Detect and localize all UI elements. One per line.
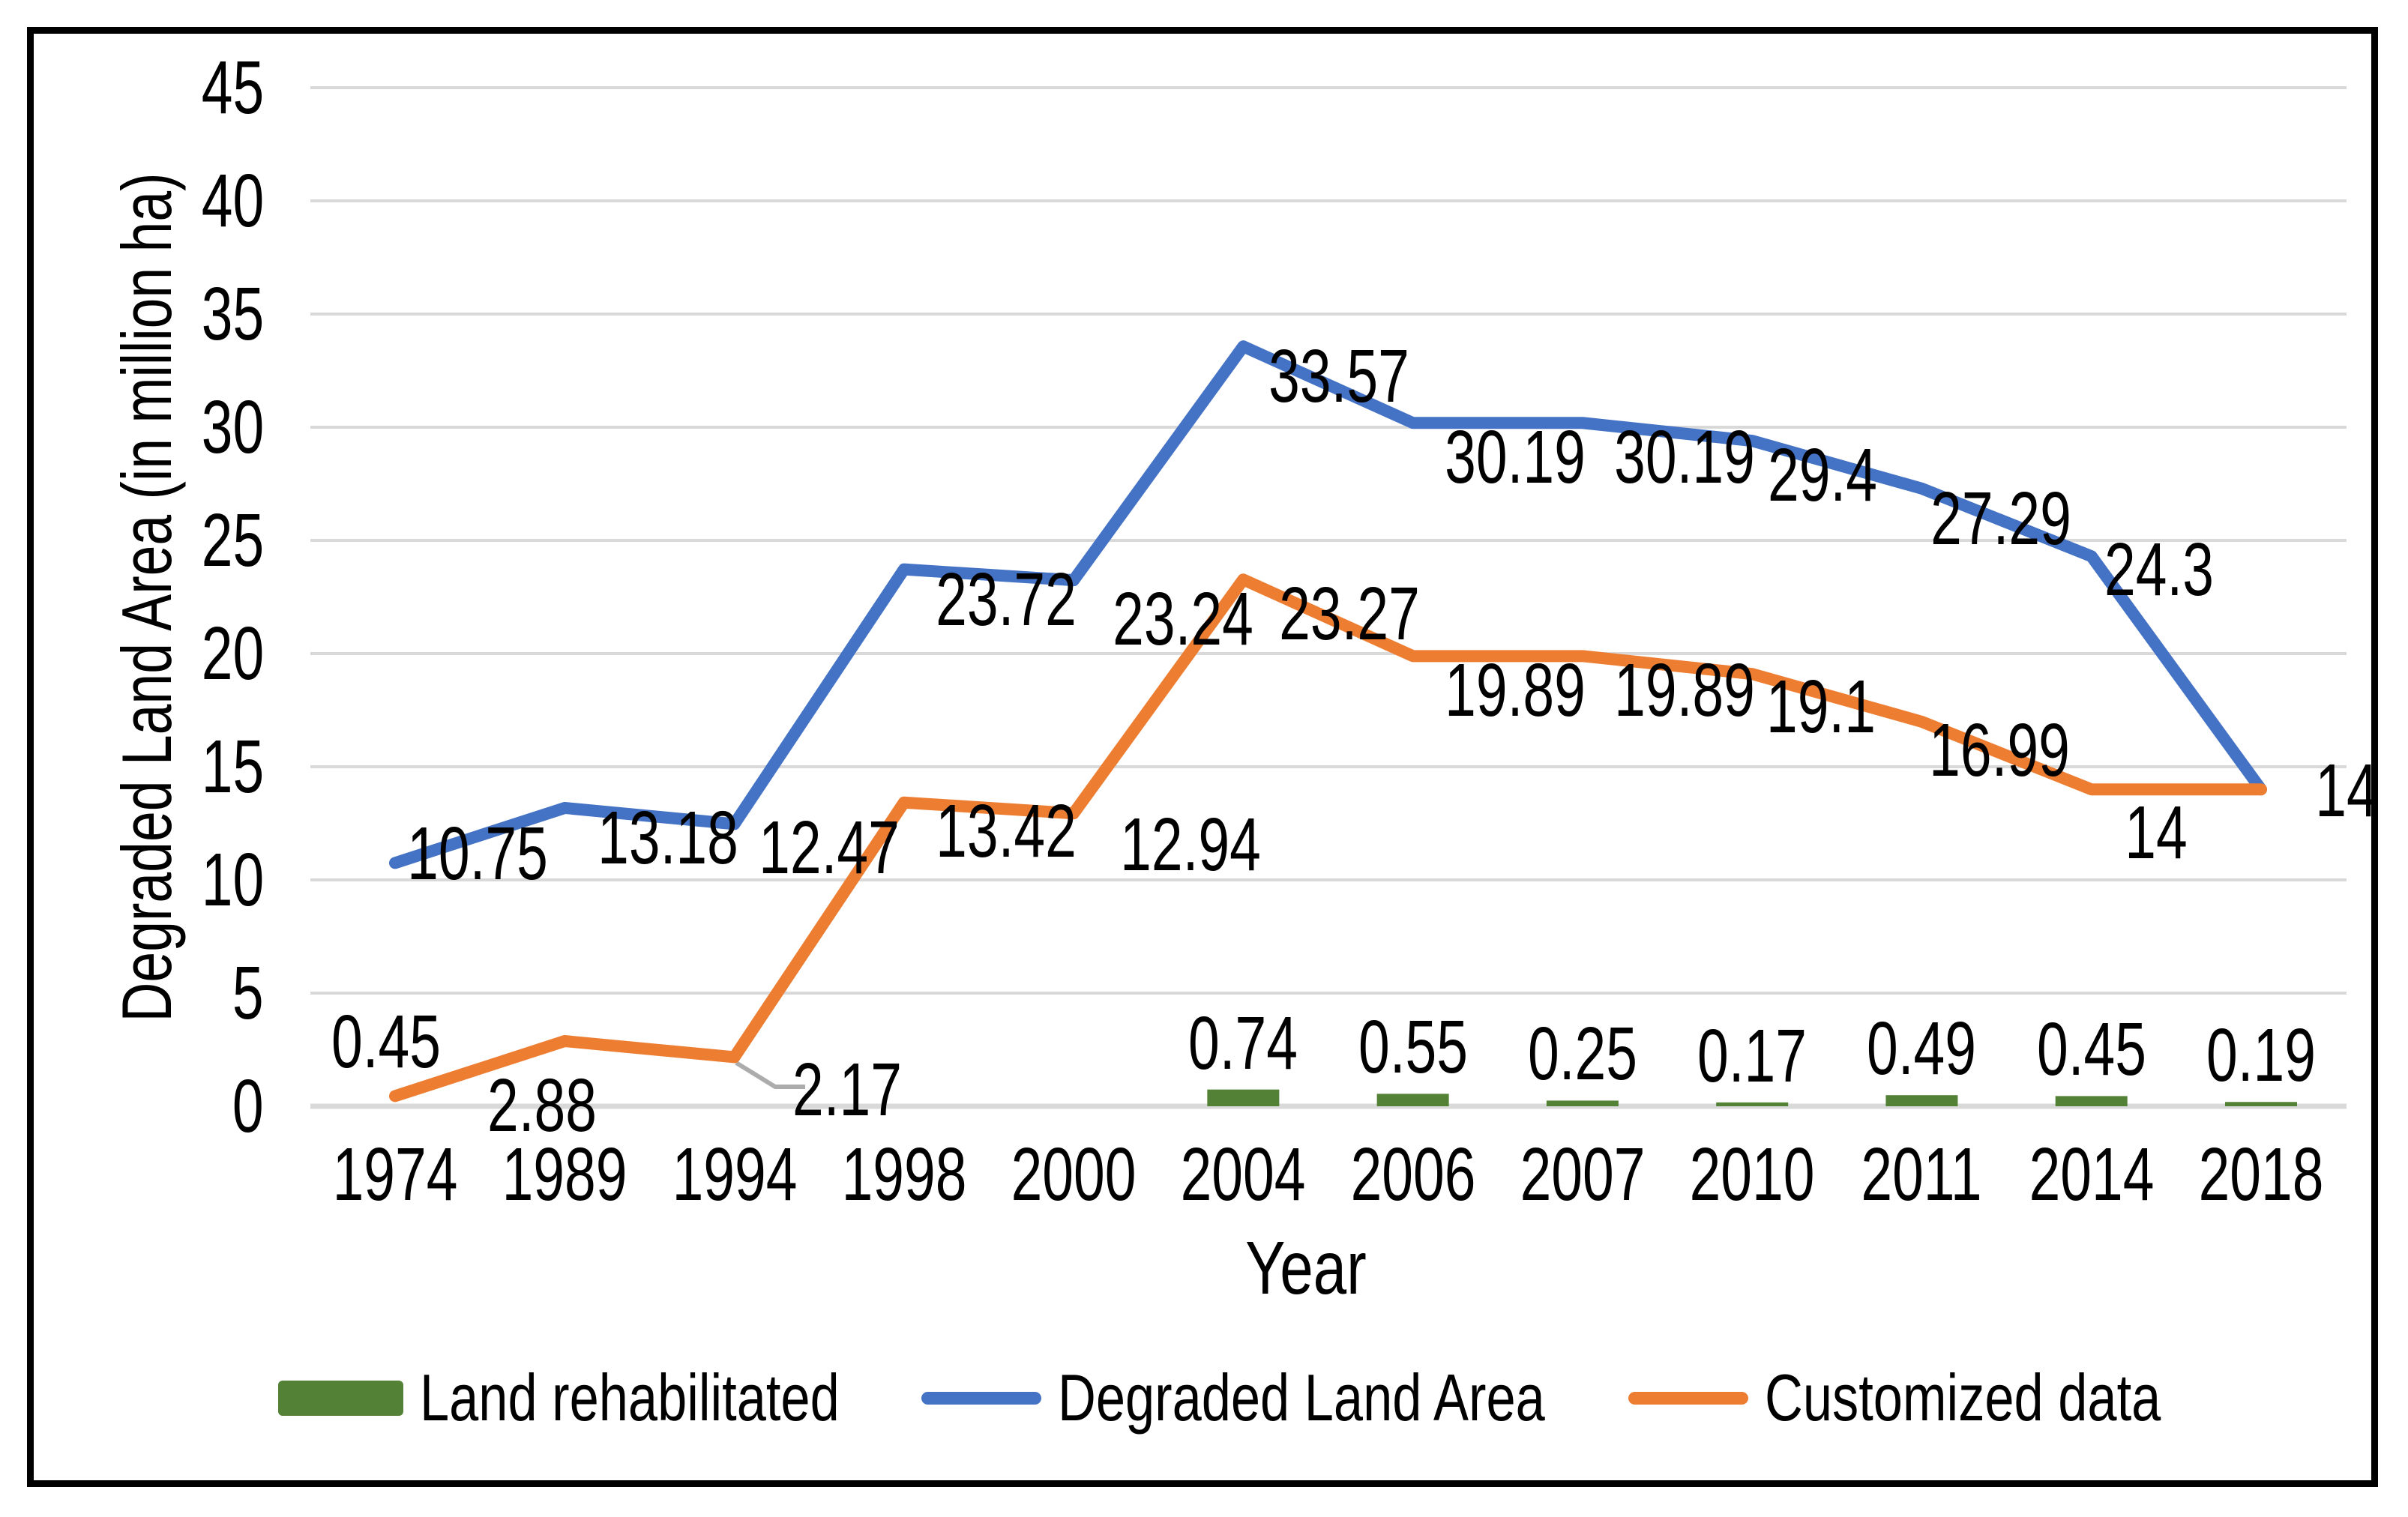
legend-swatch-degraded-line-icon (921, 1391, 1041, 1405)
legend-item-degraded-land-area: Degraded Land Area (921, 1365, 1667, 1431)
x-axis-title-text: Year (1245, 1226, 1367, 1310)
bar (1207, 1089, 1280, 1106)
leader-line (735, 1061, 805, 1089)
legend-swatch-customized-line-icon (1628, 1391, 1748, 1405)
legend-label: Land rehabilitated (420, 1360, 840, 1435)
legend-label: Customized data (1765, 1360, 2161, 1435)
legend-label: Degraded Land Area (1058, 1360, 1545, 1435)
line-degraded-land-area (389, 340, 2267, 869)
line-customized-data (389, 573, 2267, 1103)
legend-item-land-rehabilitated: Land rehabilitated (278, 1365, 945, 1431)
legend-item-customized-data: Customized data (1628, 1365, 2260, 1431)
legend-swatch-bar-icon (278, 1380, 403, 1416)
chart-frame (27, 27, 2378, 1487)
bar (1546, 1100, 1619, 1106)
bar (1885, 1095, 1958, 1106)
bar (1716, 1102, 1789, 1106)
bar (2055, 1096, 2128, 1106)
x-axis-title: Year (1230, 1231, 1382, 1306)
bar (2224, 1102, 2297, 1106)
bar (1376, 1094, 1449, 1106)
